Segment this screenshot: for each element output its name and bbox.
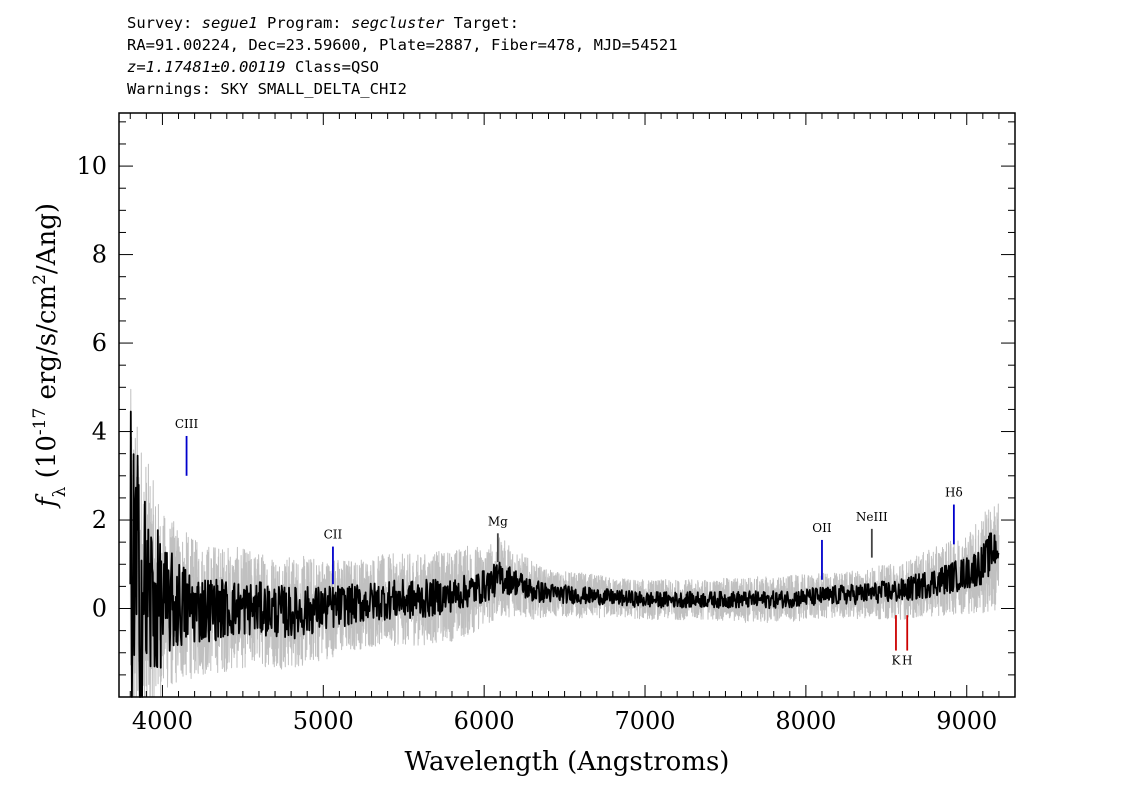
x-tick-label: 4000 (132, 707, 193, 735)
x-tick-label: 7000 (614, 707, 675, 735)
line-label-K: K (891, 654, 901, 668)
y-tick-label: 10 (76, 152, 107, 180)
line-label-CII: CII (324, 528, 343, 542)
flux-series (129, 388, 1000, 698)
smoothed-series (129, 410, 1000, 698)
x-axis-label: Wavelength (Angstroms) (405, 747, 730, 777)
header-line-coords: RA=91.00224, Dec=23.59600, Plate=2887, F… (127, 36, 678, 54)
program-label: Program: (257, 14, 351, 32)
x-tick-label: 6000 (454, 707, 515, 735)
x-tick-label: 5000 (293, 707, 354, 735)
line-label-Mg: Mg (488, 514, 508, 528)
y-tick-label: 2 (92, 506, 107, 534)
line-label-H: H (902, 654, 912, 668)
y-tick-label: 8 (92, 241, 107, 269)
axes: 4000 5000 6000 7000 8000 9000 0 2 4 6 8 10 (76, 112, 1016, 735)
line-label-Hδ: Hδ (945, 486, 963, 500)
header-line-survey: Survey: segue1 Program: segcluster Targe… (127, 12, 678, 34)
y-tick-label: 6 (92, 329, 107, 357)
y-axis-label: fλ (10-17 erg/s/cm2/Ang) (30, 203, 70, 509)
header-line-redshift: z=1.17481±0.00119 Class=QSO (127, 56, 678, 78)
line-label-OII: OII (812, 521, 832, 535)
x-tick-label: 9000 (936, 707, 997, 735)
spectral-line-markers: CIII CII Mg OII NeIII Hδ K H (175, 417, 963, 668)
y-tick-label: 0 (92, 595, 107, 623)
redshift-value: z=1.17481±0.00119 (127, 58, 286, 76)
y-tick-label: 4 (92, 418, 107, 446)
class-value: Class=QSO (285, 58, 379, 76)
plot-frame (118, 112, 1016, 698)
target-label: Target: (444, 14, 519, 32)
program-value: segcluster (350, 14, 445, 32)
spectrum-header: Survey: segue1 Program: segcluster Targe… (127, 12, 678, 100)
header-line-warnings: Warnings: SKY SMALL_DELTA_CHI2 (127, 80, 407, 98)
line-label-NeIII: NeIII (856, 510, 888, 524)
survey-value: segue1 (201, 14, 258, 32)
survey-label: Survey: (127, 14, 202, 32)
x-tick-label: 8000 (775, 707, 836, 735)
line-label-CIII: CIII (175, 417, 199, 431)
smoothed-flux-line (129, 410, 1000, 698)
flux-line (129, 388, 1000, 698)
